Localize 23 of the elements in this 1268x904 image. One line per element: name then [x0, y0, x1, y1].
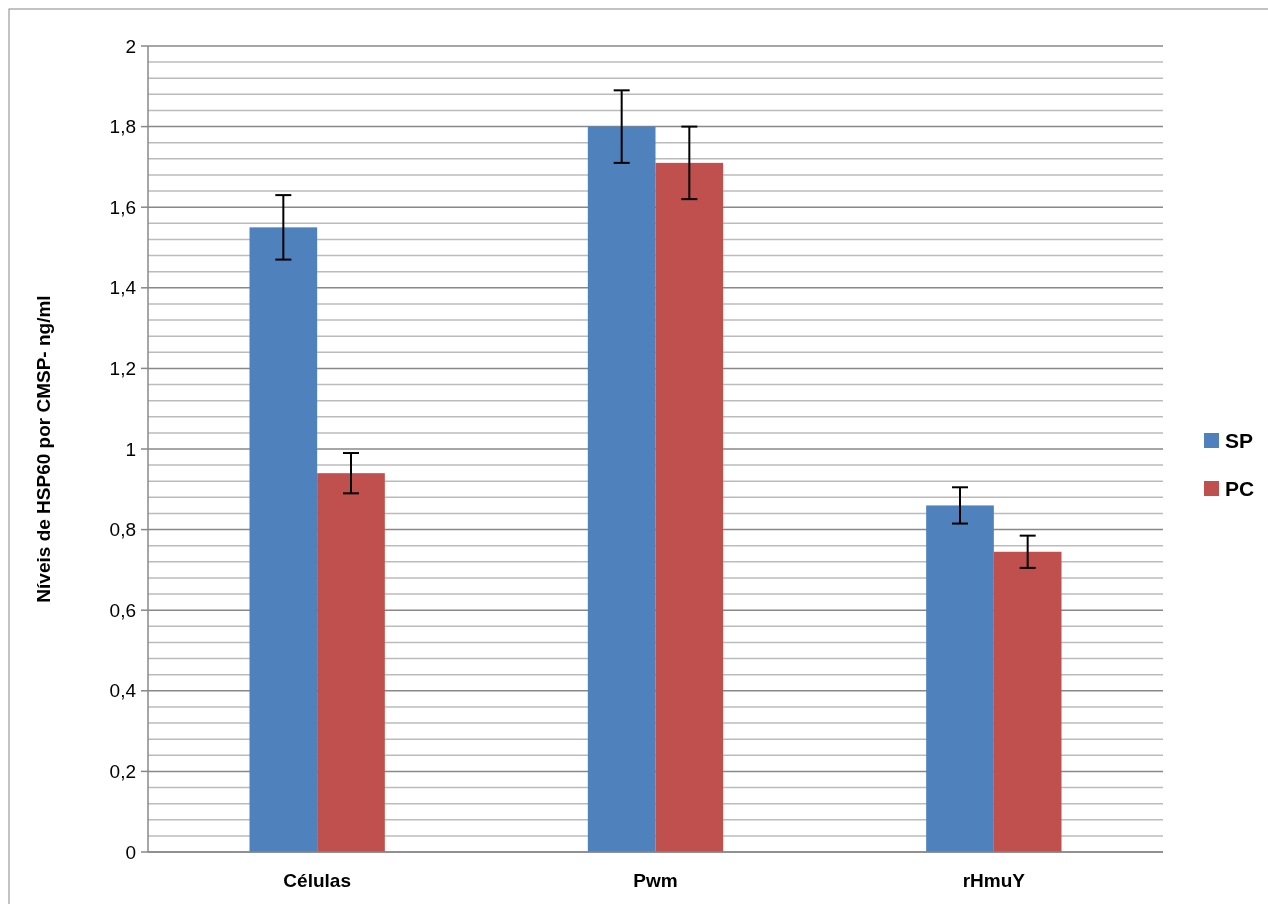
y-tick-label: 0: [125, 841, 136, 863]
legend-label: SP: [1225, 429, 1254, 453]
y-tick-label: 1,8: [109, 116, 136, 138]
y-tick-label: 0,8: [109, 519, 136, 541]
y-tick-label: 0,2: [109, 761, 136, 783]
bar: [587, 126, 656, 852]
bar: [993, 551, 1062, 852]
y-tick-label: 0,4: [109, 680, 137, 702]
y-tick-label: 2: [125, 35, 136, 57]
y-axis-title: Níveis de HSP60 por CMSP- ng/ml: [33, 295, 54, 603]
bar: [249, 227, 318, 852]
x-tick-label: Células: [283, 870, 351, 891]
x-tick-label: rHmuY: [962, 870, 1026, 891]
bar: [926, 505, 994, 852]
y-tick-label: 1,2: [109, 358, 136, 380]
legend-label: PC: [1225, 477, 1255, 501]
y-tick-label: 1,6: [109, 196, 136, 218]
bar: [317, 473, 385, 852]
y-tick-label: 0,6: [109, 599, 136, 621]
bar: [655, 162, 724, 852]
y-tick-label: 1: [125, 438, 136, 460]
y-tick-label: 1,4: [109, 277, 137, 299]
x-tick-label: Pwm: [633, 870, 678, 891]
